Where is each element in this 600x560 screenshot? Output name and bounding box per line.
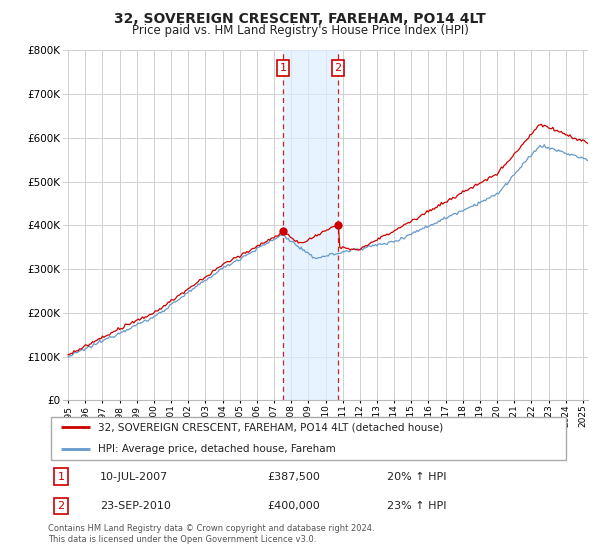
FancyBboxPatch shape [50,417,566,460]
Text: HPI: Average price, detached house, Fareham: HPI: Average price, detached house, Fare… [98,444,335,454]
Text: 10-JUL-2007: 10-JUL-2007 [100,472,169,482]
Text: 20% ↑ HPI: 20% ↑ HPI [388,472,447,482]
Text: 1: 1 [280,63,287,73]
Text: 32, SOVEREIGN CRESCENT, FAREHAM, PO14 4LT (detached house): 32, SOVEREIGN CRESCENT, FAREHAM, PO14 4L… [98,422,443,432]
Bar [283,50,338,400]
Text: £400,000: £400,000 [267,501,320,511]
Text: 2: 2 [58,501,65,511]
Text: Contains HM Land Registry data © Crown copyright and database right 2024.
This d: Contains HM Land Registry data © Crown c… [48,524,374,544]
Text: 1: 1 [58,472,65,482]
Text: £387,500: £387,500 [267,472,320,482]
Text: 2: 2 [334,63,341,73]
Text: 32, SOVEREIGN CRESCENT, FAREHAM, PO14 4LT: 32, SOVEREIGN CRESCENT, FAREHAM, PO14 4L… [114,12,486,26]
Text: 23% ↑ HPI: 23% ↑ HPI [388,501,447,511]
Text: Price paid vs. HM Land Registry's House Price Index (HPI): Price paid vs. HM Land Registry's House … [131,24,469,37]
Text: 23-SEP-2010: 23-SEP-2010 [100,501,171,511]
